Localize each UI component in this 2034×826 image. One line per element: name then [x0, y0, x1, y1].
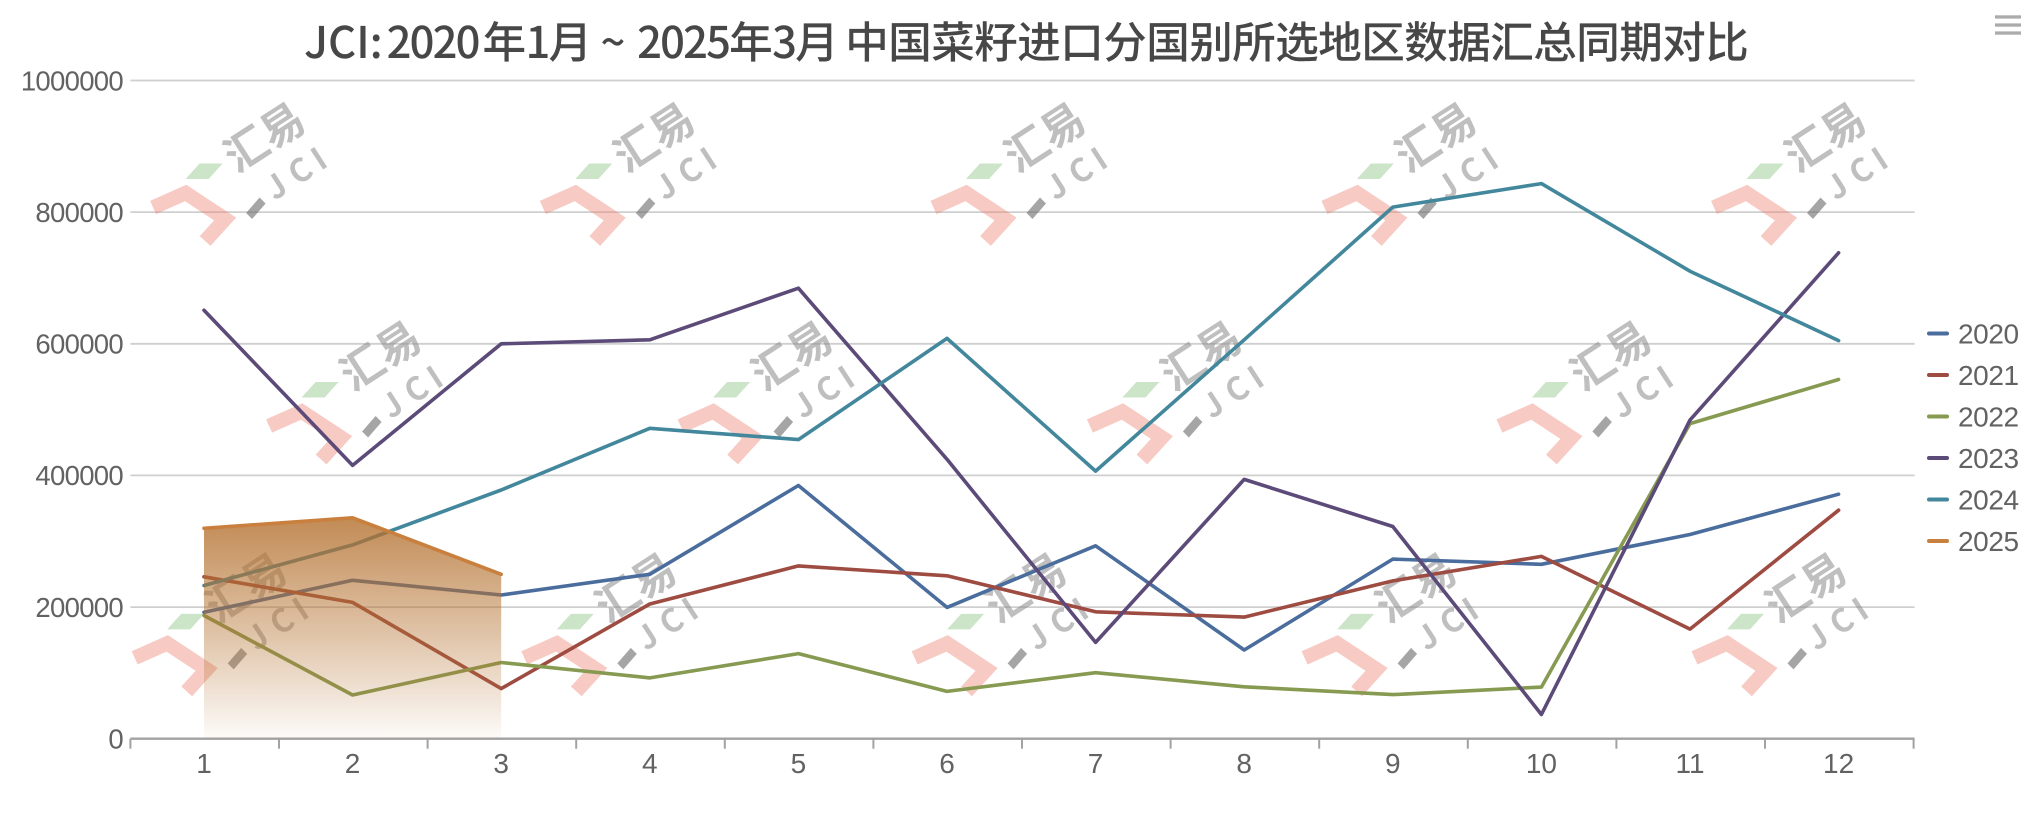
svg-text:2: 2: [345, 748, 361, 779]
svg-text:2023: 2023: [1958, 443, 2019, 474]
svg-text:8: 8: [1236, 748, 1252, 779]
svg-text:200000: 200000: [35, 592, 123, 623]
svg-text:400000: 400000: [35, 460, 123, 491]
svg-text:2020: 2020: [1958, 319, 2019, 350]
svg-text:2022: 2022: [1958, 402, 2019, 433]
svg-text:4: 4: [642, 748, 658, 779]
svg-text:12: 12: [1823, 748, 1854, 779]
svg-text:1000000: 1000000: [21, 65, 124, 96]
svg-text:6: 6: [939, 748, 955, 779]
svg-text:2025: 2025: [1958, 526, 2019, 557]
svg-text:9: 9: [1385, 748, 1401, 779]
svg-text:3: 3: [493, 748, 509, 779]
svg-text:11: 11: [1675, 748, 1704, 779]
svg-text:0: 0: [108, 724, 123, 755]
svg-text:2021: 2021: [1958, 360, 2019, 391]
svg-text:5: 5: [791, 748, 807, 779]
svg-text:600000: 600000: [35, 329, 123, 360]
svg-text:2024: 2024: [1958, 485, 2019, 516]
svg-text:7: 7: [1088, 748, 1104, 779]
svg-text:800000: 800000: [35, 197, 123, 228]
svg-text:1: 1: [196, 748, 212, 779]
svg-text:10: 10: [1526, 748, 1557, 779]
